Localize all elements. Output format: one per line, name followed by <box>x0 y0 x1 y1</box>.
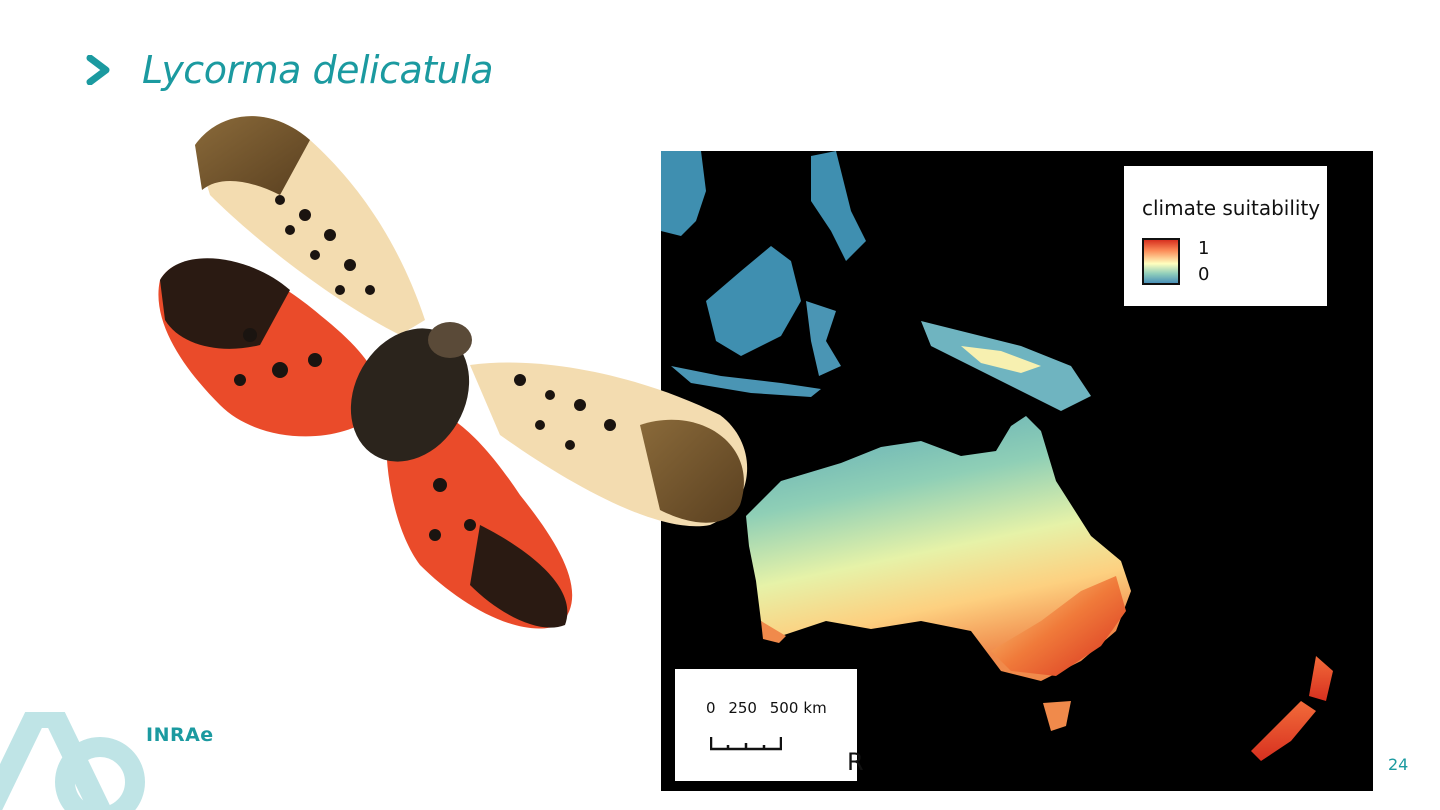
inrae-logo-text: INRAe <box>146 724 214 746</box>
page-number: 24 <box>1388 755 1409 774</box>
map-nz-north <box>1309 656 1333 701</box>
partial-caption: R <box>847 748 864 776</box>
chevron-right-icon <box>86 55 110 85</box>
map-landmass <box>961 346 1041 373</box>
legend-high-value: 1 <box>1198 238 1210 259</box>
map-australia <box>746 416 1131 681</box>
title-row: Lycorma delicatula <box>86 44 494 96</box>
legend-color-ramp <box>1142 238 1180 285</box>
scale-bar <box>710 737 782 751</box>
scale-tick-2: 500 <box>769 699 799 717</box>
inrae-logo-mark <box>0 712 145 810</box>
slide-title: Lycorma delicatula <box>142 48 494 92</box>
map-nz-south <box>1251 701 1316 761</box>
map-landmass <box>671 366 821 397</box>
map-tasmania <box>1043 701 1071 731</box>
map-landmass <box>806 301 841 376</box>
map-landmass <box>761 621 786 643</box>
legend-low-value: 0 <box>1198 264 1210 285</box>
scale-unit: km <box>803 699 827 717</box>
map-australia-east <box>991 576 1126 676</box>
scale-bar-box: 0 250 500 km <box>675 669 857 781</box>
map-legend: climate suitability 1 0 <box>1124 166 1327 306</box>
map-landmass <box>811 151 866 261</box>
spotted-lanternfly-image <box>158 116 748 629</box>
map-landmass <box>706 246 801 356</box>
map-landmass <box>661 151 706 236</box>
scale-labels: 0 250 500 km <box>706 699 835 717</box>
scale-tick-0: 0 <box>706 699 716 717</box>
legend-title: climate suitability <box>1142 196 1321 220</box>
scale-tick-1: 250 <box>728 699 757 717</box>
